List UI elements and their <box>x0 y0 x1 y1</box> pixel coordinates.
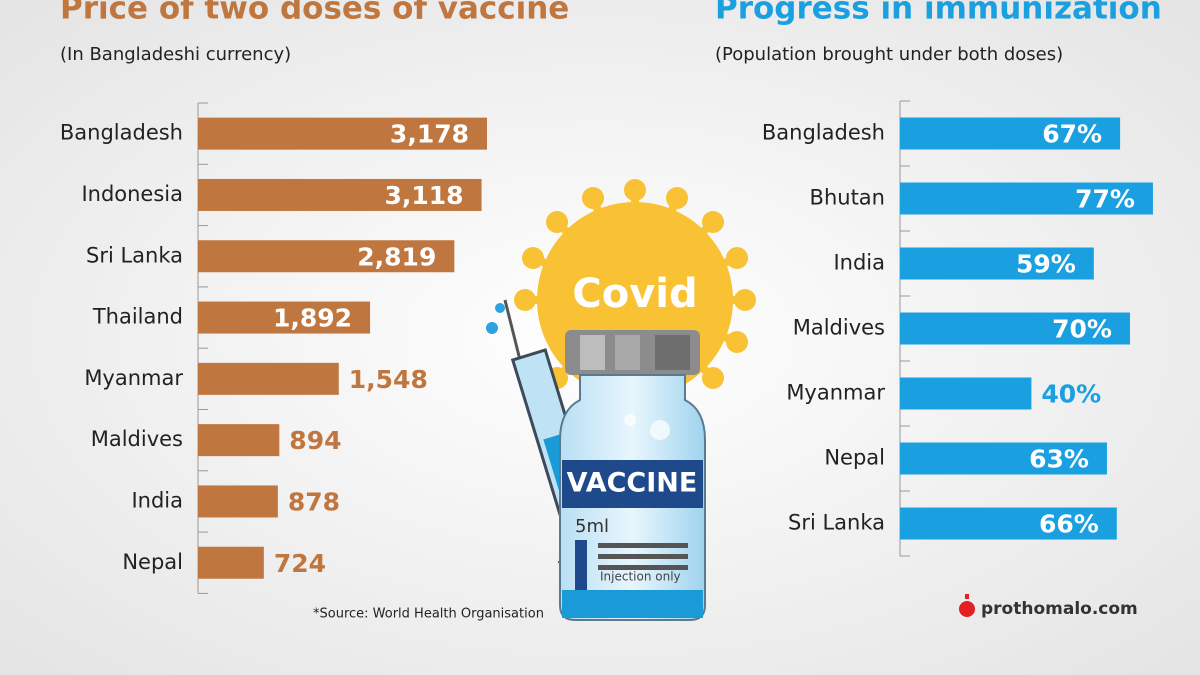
left-subtitle: (In Bangladeshi currency) <box>60 44 291 65</box>
value-label: 724 <box>274 549 326 578</box>
category-label: Bhutan <box>810 186 885 210</box>
right-subtitle: (Population brought under both doses) <box>715 44 1063 65</box>
category-label: Bangladesh <box>762 121 885 145</box>
vial-label: VACCINE <box>567 468 698 499</box>
brand-logo <box>959 594 975 617</box>
category-label: Maldives <box>91 427 183 451</box>
value-label: 894 <box>289 426 341 455</box>
bar <box>198 362 339 395</box>
bar <box>198 546 264 579</box>
virus-label: Covid <box>572 271 697 317</box>
value-label: 878 <box>288 487 340 516</box>
source: *Source: World Health Organisation <box>313 607 544 622</box>
vial <box>559 330 706 621</box>
bar <box>198 424 280 457</box>
value-label: 66% <box>1039 510 1099 539</box>
bar <box>198 178 482 211</box>
brand: prothomalo.com <box>981 599 1138 619</box>
value-label: 40% <box>1041 380 1101 409</box>
bar <box>900 247 1094 280</box>
value-label: 77% <box>1075 185 1135 214</box>
value-label: 59% <box>1016 250 1076 279</box>
bar <box>900 507 1117 540</box>
value-label: 63% <box>1029 445 1089 474</box>
category-label: Thailand <box>92 305 183 329</box>
value-label: 2,819 <box>357 242 436 271</box>
value-label: 3,178 <box>390 120 469 149</box>
category-label: Bangladesh <box>60 121 183 145</box>
value-label: 67% <box>1042 120 1102 149</box>
bar <box>198 485 278 518</box>
value-label: 1,892 <box>273 304 352 333</box>
bar <box>900 182 1153 215</box>
category-label: Nepal <box>824 446 885 470</box>
bar <box>900 117 1121 150</box>
left-title: Price of two doses of vaccine <box>60 0 569 27</box>
value-label: 3,118 <box>384 181 463 210</box>
bar <box>198 301 371 334</box>
vial-volume: 5ml <box>575 516 609 537</box>
category-label: India <box>833 251 885 275</box>
bar <box>900 442 1107 475</box>
bar <box>198 117 487 150</box>
category-label: Nepal <box>122 550 183 574</box>
value-label: 1,548 <box>349 365 428 394</box>
category-label: Indonesia <box>81 182 183 206</box>
category-label: Sri Lanka <box>788 511 885 535</box>
bar <box>900 312 1130 345</box>
value-label: 70% <box>1052 315 1112 344</box>
category-label: Sri Lanka <box>86 243 183 267</box>
category-label: India <box>131 488 183 512</box>
right-title: Progress in immunization <box>715 0 1162 27</box>
category-label: Myanmar <box>786 381 885 405</box>
category-label: Maldives <box>793 316 885 340</box>
bar <box>900 377 1032 410</box>
category-label: Myanmar <box>84 366 183 390</box>
vial-note: Injection only <box>600 570 681 584</box>
bar <box>198 240 455 273</box>
